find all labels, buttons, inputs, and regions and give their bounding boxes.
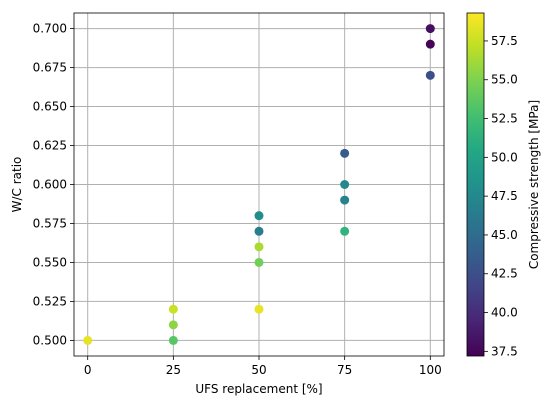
data-point	[340, 195, 350, 205]
colorbar-tick-label: 55.0	[491, 73, 518, 87]
data-point	[254, 242, 264, 252]
data-point	[425, 70, 435, 80]
x-axis-label: UFS replacement [%]	[195, 382, 322, 396]
colorbar-tick-label: 57.5	[491, 34, 518, 48]
data-point	[425, 24, 435, 34]
x-tick-label: 0	[84, 363, 92, 377]
y-tick-label: 0.700	[33, 22, 67, 36]
data-point	[340, 180, 350, 189]
data-point	[254, 226, 264, 236]
data-point	[83, 335, 93, 345]
x-tick-label: 100	[419, 363, 442, 377]
y-tick-label: 0.500	[33, 333, 67, 347]
x-tick-label: 25	[166, 363, 181, 377]
y-tick-label: 0.550	[33, 255, 67, 269]
y-axis-label: W/C ratio	[10, 157, 24, 213]
data-point	[168, 304, 178, 314]
colorbar-tick-label: 40.0	[491, 306, 518, 320]
data-point	[254, 257, 264, 267]
x-axis-ticks: 0 25 50 75 100	[84, 356, 442, 377]
colorbar-tick-label: 47.5	[491, 189, 518, 203]
colorbar-tick-label: 50.0	[491, 150, 518, 164]
grid	[74, 13, 444, 356]
y-tick-label: 0.525	[33, 294, 67, 308]
data-point	[425, 39, 435, 49]
data-point	[168, 335, 178, 345]
y-tick-label: 0.600	[33, 178, 67, 192]
data-point	[340, 226, 350, 236]
colorbar-tick-label: 42.5	[491, 267, 518, 281]
colorbar-tick-label: 37.5	[491, 344, 518, 358]
data-point	[340, 148, 350, 158]
y-tick-label: 0.650	[33, 100, 67, 114]
colorbar-label: Compressive strength [MPa]	[527, 100, 541, 269]
colorbar-tick-label: 45.0	[491, 228, 518, 242]
data-point	[168, 320, 178, 330]
data-point	[254, 304, 264, 314]
y-axis-ticks: 0.500 0.525 0.550 0.575 0.600 0.625 0.650 0.675…	[33, 22, 74, 347]
data-point	[254, 211, 264, 221]
data-points	[83, 24, 435, 345]
y-tick-label: 0.575	[33, 216, 67, 230]
y-tick-label: 0.625	[33, 139, 67, 153]
x-tick-label: 50	[251, 363, 266, 377]
colorbar	[466, 12, 485, 357]
colorbar-tick-label: 52.5	[491, 112, 518, 126]
y-tick-label: 0.675	[33, 61, 67, 75]
colorbar-ticks: 37.5 40.0 42.5 45.0 47.5 50.0 52.5 55.0 57.5	[484, 34, 518, 358]
x-tick-label: 75	[337, 363, 352, 377]
